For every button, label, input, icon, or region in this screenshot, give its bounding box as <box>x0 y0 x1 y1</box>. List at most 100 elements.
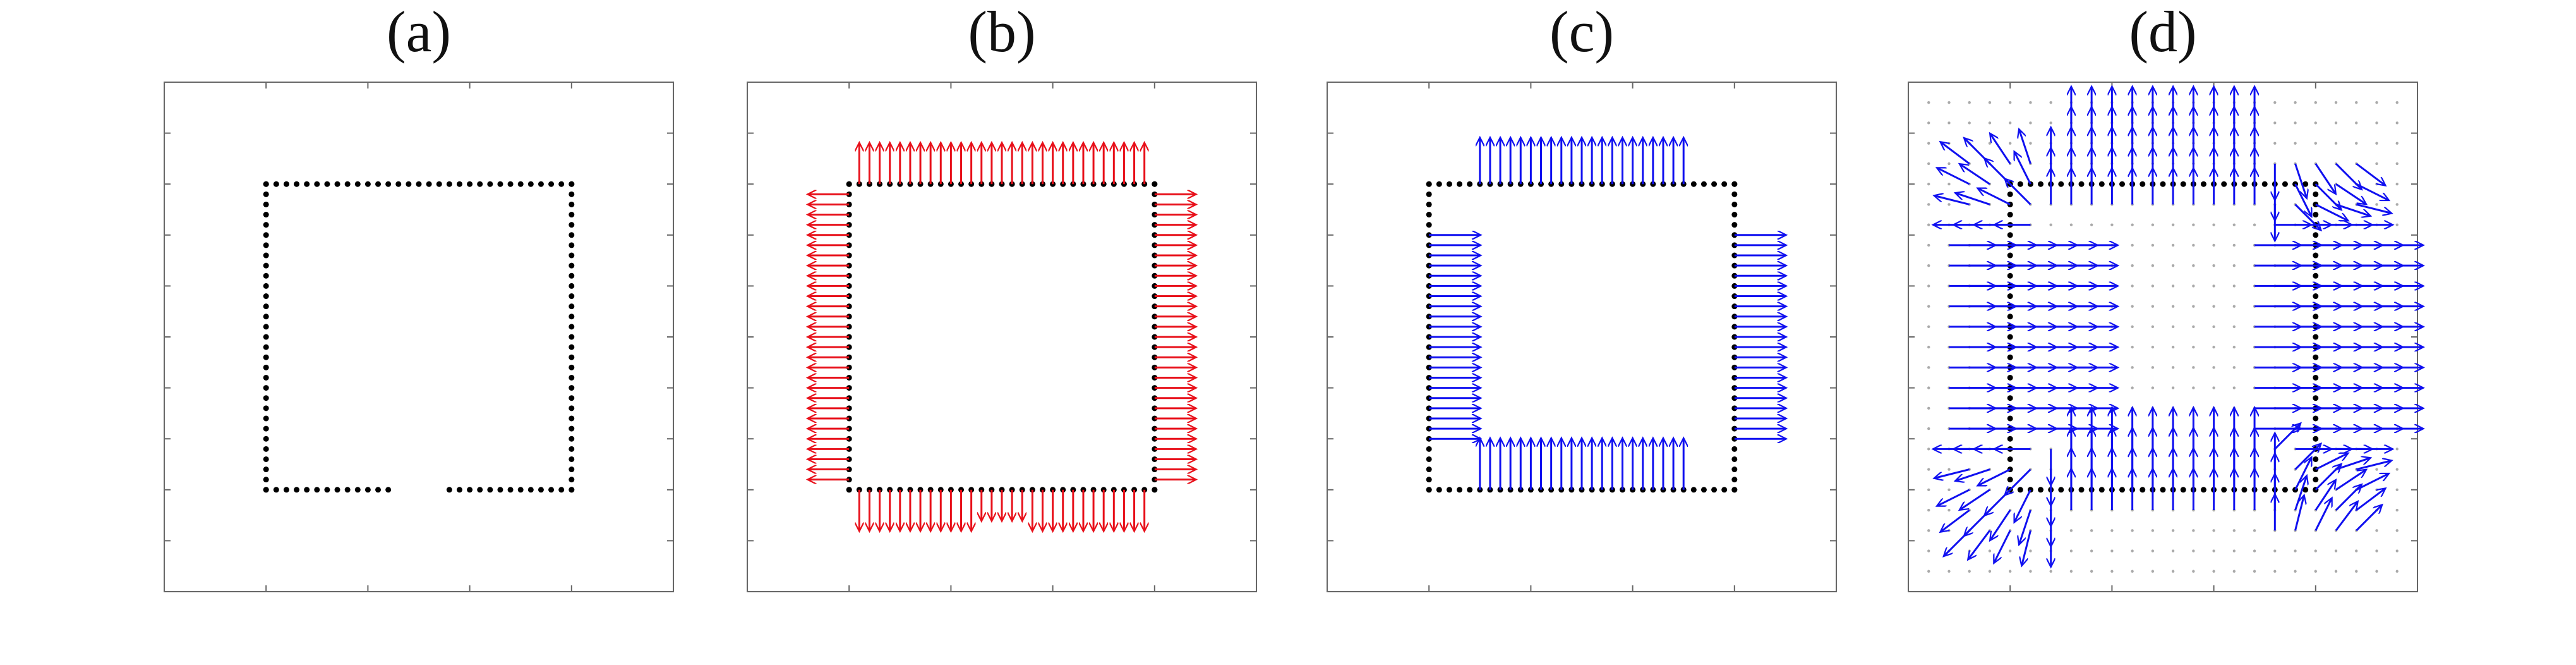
arrow <box>1968 530 1991 559</box>
grid-dot <box>2232 264 2236 267</box>
grid-dot <box>1927 121 1930 125</box>
boundary-point <box>2313 456 2319 462</box>
boundary-point <box>2017 181 2023 187</box>
grid-dot <box>2009 121 2012 125</box>
grid-dot <box>2049 223 2052 226</box>
boundary-point <box>569 354 575 360</box>
boundary-point <box>263 374 269 381</box>
grid-dot <box>2151 325 2155 329</box>
boundary-point <box>283 181 289 187</box>
boundary-point <box>569 344 575 350</box>
grid-dot <box>2355 142 2358 145</box>
grid-dot <box>1927 243 1930 247</box>
boundary-point <box>314 181 320 187</box>
boundary-point <box>1711 487 1718 493</box>
boundary-point <box>2007 314 2013 320</box>
grid-dot <box>2232 386 2236 389</box>
boundary-point <box>304 487 310 493</box>
panel-label: (b) <box>968 0 1035 64</box>
panel-label: (c) <box>1550 0 1614 64</box>
boundary-point <box>2313 212 2319 218</box>
boundary-point <box>263 395 269 401</box>
grid-dot <box>1968 549 1971 552</box>
boundary-point <box>456 487 462 493</box>
boundary-point <box>497 181 503 187</box>
grid-dot <box>2192 284 2195 288</box>
grid-dot <box>2131 305 2134 308</box>
grid-dot <box>2273 570 2277 573</box>
boundary-point <box>263 405 269 412</box>
boundary-point <box>354 487 361 493</box>
arrow <box>2314 499 2332 531</box>
arrow <box>2356 183 2388 200</box>
boundary-point <box>263 324 269 330</box>
boundary-point <box>1426 181 1432 187</box>
boundary-point <box>569 364 575 370</box>
boundary-point <box>263 477 269 483</box>
grid-dot <box>2131 325 2134 329</box>
grid-dot <box>2192 223 2195 226</box>
boundary-point <box>263 201 269 207</box>
arrow <box>2014 489 2031 522</box>
boundary-point <box>507 487 514 493</box>
boundary-point <box>569 232 575 238</box>
grid-dot <box>1947 468 1951 471</box>
boundary-point <box>364 181 371 187</box>
boundary-point <box>2058 181 2064 187</box>
boundary-point <box>569 415 575 422</box>
grid-dot <box>2232 243 2236 247</box>
grid-dot <box>1927 427 1930 430</box>
arrow <box>2315 453 2347 470</box>
grid-dot <box>2375 142 2378 145</box>
grid-dot <box>1947 142 1951 145</box>
boundary-point <box>2313 191 2319 197</box>
grid-dot <box>2171 243 2175 247</box>
boundary-point <box>2007 374 2013 381</box>
boundary-point <box>527 181 534 187</box>
grid-dot <box>2131 223 2134 226</box>
boundary-point <box>2241 181 2248 187</box>
grid-dot <box>2131 366 2134 369</box>
grid-dot <box>2375 549 2378 552</box>
boundary-point <box>1731 191 1738 197</box>
grid-dot <box>2192 325 2195 329</box>
grid-dot <box>2334 549 2338 552</box>
boundary-point <box>569 272 575 279</box>
grid-dot <box>2355 101 2358 104</box>
boundary-point <box>1700 181 1707 187</box>
boundary-point <box>304 181 310 187</box>
boundary-point <box>324 181 330 187</box>
grid-dot <box>2151 570 2155 573</box>
boundary-point <box>263 354 269 360</box>
grid-dot <box>2212 243 2215 247</box>
grid-dot <box>1947 183 1951 186</box>
boundary-point <box>2007 456 2013 462</box>
boundary-point <box>2007 477 2013 483</box>
boundary-point <box>263 181 269 187</box>
grid-dot <box>2110 570 2114 573</box>
boundary-point <box>2282 181 2288 187</box>
boundary-point <box>846 487 852 493</box>
boundary-point <box>467 181 473 187</box>
boundary-point <box>558 487 565 493</box>
grid-dot <box>2314 142 2317 145</box>
arrow <box>2335 502 2357 532</box>
grid-dot <box>2029 570 2032 573</box>
grid-dot <box>1927 406 1930 410</box>
boundary-point <box>569 456 575 462</box>
arrow <box>1941 509 1970 532</box>
grid-dot <box>2212 529 2215 532</box>
grid-dot <box>2192 305 2195 308</box>
grid-dot <box>2029 142 2032 145</box>
arrow <box>2314 480 2335 511</box>
grid-dot <box>1927 183 1930 186</box>
grid-dot <box>2355 121 2358 125</box>
boundary-point <box>1457 487 1463 493</box>
grid-dot <box>2253 570 2256 573</box>
boundary-point <box>2007 354 2013 360</box>
boundary-point <box>263 456 269 462</box>
boundary-point <box>1721 181 1728 187</box>
boundary-point <box>497 487 503 493</box>
boundary-point <box>2313 314 2319 320</box>
